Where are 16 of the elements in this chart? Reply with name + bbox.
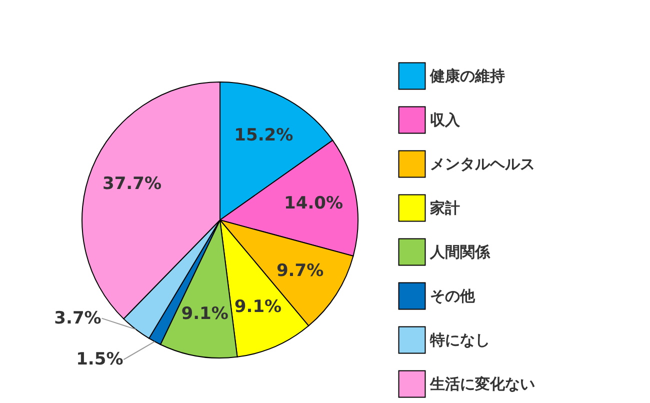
legend-label: 特になし <box>429 331 490 349</box>
data-label: 3.7% <box>54 308 102 328</box>
legend-label: 収入 <box>430 111 461 129</box>
legend-label: 健康の維持 <box>429 67 505 85</box>
data-label: 9.1% <box>181 304 228 324</box>
data-label: 9.1% <box>234 297 282 318</box>
data-label: 37.7% <box>102 174 162 194</box>
legend-label: メンタルヘルス <box>430 155 535 173</box>
legend-label: 家計 <box>429 199 460 217</box>
data-label: 9.7% <box>276 261 324 282</box>
legend-label: その他 <box>430 287 476 305</box>
data-label: 1.5% <box>76 350 124 370</box>
legend-label: 生活に変化ない <box>429 375 535 393</box>
data-label: 14.0% <box>284 193 344 214</box>
legend-label: 人間関係 <box>429 243 491 261</box>
data-label: 15.2% <box>234 126 294 146</box>
